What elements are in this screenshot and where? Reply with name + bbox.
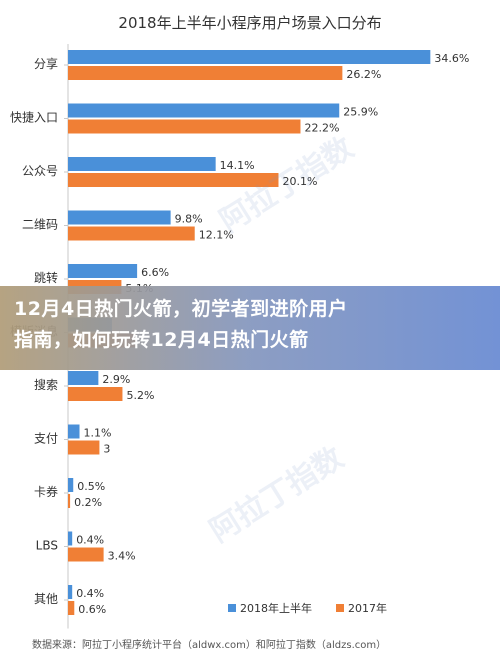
category-label: 支付 (34, 432, 58, 446)
data-label: 0.5% (77, 480, 105, 493)
bar-2017 (68, 226, 195, 241)
data-label: 14.1% (220, 159, 255, 172)
bar-2017 (68, 119, 301, 134)
legend-swatch (336, 604, 344, 612)
legend-label: 2017年 (348, 601, 387, 615)
chart-title: 2018年上半年小程序用户场景入口分布 (118, 14, 382, 32)
category-label: 公众号 (22, 164, 58, 178)
category-label: 卡券 (34, 484, 58, 499)
bar-2018h1 (68, 478, 74, 492)
bar-2018h1 (68, 210, 171, 225)
category-label: 跳转 (34, 270, 58, 285)
legend-label: 2018年上半年 (240, 601, 312, 615)
data-label: 1.1% (84, 427, 112, 440)
data-label: 22.2% (304, 122, 339, 135)
data-label: 0.6% (78, 603, 106, 616)
bar-2018h1 (68, 585, 73, 599)
data-label: 12.1% (199, 229, 234, 242)
data-label: 0.2% (74, 496, 102, 509)
data-label: 3.4% (108, 550, 136, 563)
data-label: 20.1% (282, 175, 317, 188)
headline-line-2: 指南，如何玩转12月4日热门火箭 (14, 329, 309, 351)
headline-line-1: 12月4日热门火箭，初学者到进阶用户 (14, 298, 348, 320)
category-label: LBS (36, 539, 58, 553)
category-label: 分享 (34, 56, 58, 71)
bar-2017 (68, 547, 104, 562)
bar-2018h1 (68, 157, 216, 171)
bar-2018h1 (68, 50, 431, 64)
bar-2018h1 (68, 371, 99, 385)
data-label: 0.4% (76, 534, 104, 547)
category-label: 快捷入口 (10, 111, 58, 125)
data-source-note: 数据来源：阿拉丁小程序统计平台（aldwx.com）和阿拉丁指数（aldzs.c… (32, 640, 387, 651)
category-label: 搜索 (34, 377, 58, 392)
bar-2017 (68, 440, 100, 455)
bar-2018h1 (68, 103, 340, 118)
data-label: 34.6% (434, 52, 469, 65)
category-label: 其他 (34, 592, 58, 606)
data-label: 2.9% (102, 373, 130, 386)
bar-2017 (68, 66, 343, 80)
data-label: 26.2% (346, 68, 381, 81)
data-label: 0.4% (76, 587, 104, 600)
bar-2018h1 (68, 424, 80, 439)
legend-swatch (228, 604, 236, 612)
bar-2017 (68, 173, 279, 187)
bar-2018h1 (68, 531, 73, 546)
data-label: 6.6% (141, 266, 169, 279)
data-label: 9.8% (175, 213, 203, 226)
data-label: 25.9% (343, 106, 378, 119)
bar-2017 (68, 387, 123, 401)
category-label: 二维码 (22, 218, 58, 232)
headline-banner: 12月4日热门火箭，初学者到进阶用户 指南，如何玩转12月4日热门火箭 (0, 286, 500, 370)
headline-text: 12月4日热门火箭，初学者到进阶用户 指南，如何玩转12月4日热门火箭 (14, 294, 486, 356)
data-label: 3 (103, 443, 110, 456)
bar-2017 (68, 494, 71, 508)
bar-2018h1 (68, 264, 138, 278)
data-label: 5.2% (126, 389, 154, 402)
bar-2017 (68, 601, 75, 615)
